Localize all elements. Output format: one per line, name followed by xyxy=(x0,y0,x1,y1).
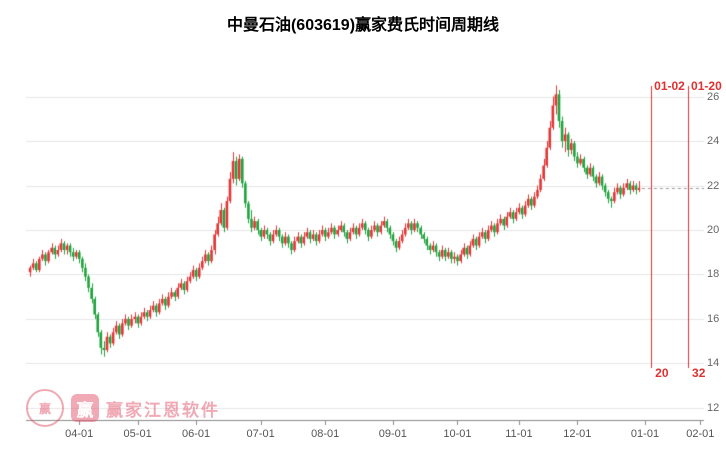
yingjia-seal-icon: 赢 xyxy=(26,389,64,427)
watermark: 赢 赢 赢家江恩软件 xyxy=(26,389,220,427)
fib-count-label: 32 xyxy=(692,366,706,380)
x-axis-label: 08-01 xyxy=(311,428,340,440)
x-axis-label: 07-01 xyxy=(246,428,275,440)
x-axis-label: 10-01 xyxy=(443,428,472,440)
x-axis-label: 11-01 xyxy=(505,428,533,440)
y-axis-label: 16 xyxy=(707,312,720,325)
y-axis-label: 14 xyxy=(707,357,720,370)
yingjia-logo-icon: 赢 xyxy=(71,394,99,422)
x-axis-label: 05-01 xyxy=(123,428,152,440)
y-axis-label: 12 xyxy=(707,401,720,414)
x-axis-label: 06-01 xyxy=(181,428,211,440)
x-axis-label: 02-01 xyxy=(686,428,715,440)
y-axis-label: 26 xyxy=(707,90,720,103)
y-axis-label: 22 xyxy=(707,179,720,192)
x-axis-label: 04-01 xyxy=(65,428,94,440)
fib-date-label: 01-02 xyxy=(654,79,685,93)
watermark-text: 赢家江恩软件 xyxy=(106,400,220,420)
x-axis-label: 09-01 xyxy=(378,428,407,440)
fib-date-label: 01-20 xyxy=(691,79,722,93)
fib-count-label: 20 xyxy=(655,366,669,380)
y-axis-label: 18 xyxy=(707,268,720,281)
x-axis-label: 01-01 xyxy=(630,428,660,440)
y-axis-label: 24 xyxy=(707,135,720,148)
x-axis-label: 12-01 xyxy=(563,428,592,440)
y-axis-label: 20 xyxy=(707,223,720,236)
